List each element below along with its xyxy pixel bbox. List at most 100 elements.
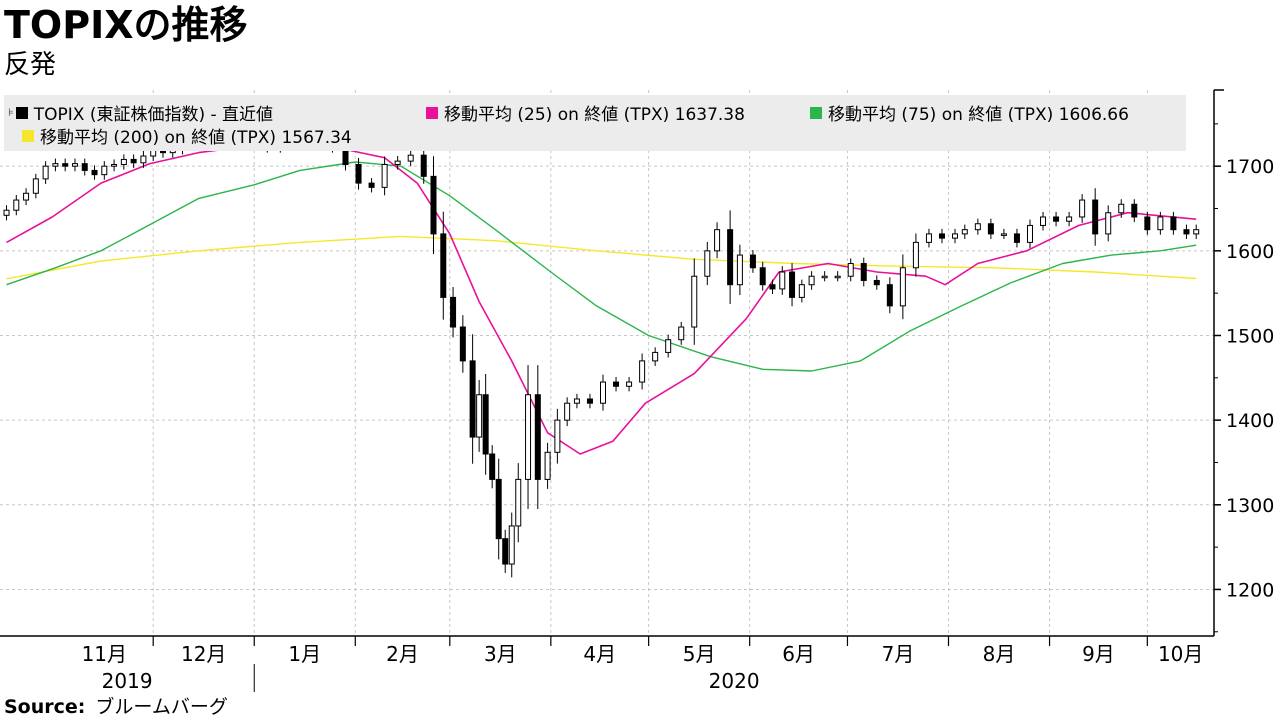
candle <box>1105 205 1112 242</box>
candle <box>1066 211 1073 227</box>
candle <box>564 397 571 427</box>
candle <box>62 158 69 172</box>
candle <box>420 147 427 184</box>
candle <box>1183 224 1190 239</box>
x-month-label: 5月 <box>683 642 716 666</box>
candle-body <box>469 360 476 438</box>
candle <box>1193 224 1200 239</box>
candle <box>111 159 118 172</box>
candle-body <box>52 163 59 167</box>
candle-body <box>834 275 841 279</box>
candle-body <box>111 163 118 167</box>
candle-body <box>847 263 854 277</box>
y-tick-label: 1200 <box>1226 579 1274 601</box>
legend-item-ma200: 移動平均 (200) on 終値 (TPX) 1567.34 <box>22 123 352 148</box>
candle <box>1000 228 1007 239</box>
candle <box>430 156 437 255</box>
candle <box>769 279 776 295</box>
candle <box>450 287 457 338</box>
candle-body <box>564 402 571 421</box>
candle-body <box>23 192 30 201</box>
candle-body <box>450 296 457 328</box>
candle-body <box>482 394 489 455</box>
legend-label-ma75: 移動平均 (75) on 終値 (TPX) 1606.66 <box>828 105 1129 125</box>
candle <box>355 157 362 190</box>
candle-body <box>489 453 496 480</box>
x-year-label: 2020 <box>709 669 760 693</box>
candle <box>586 393 593 409</box>
candle-body <box>899 267 906 307</box>
series-line-ma25 <box>6 140 1197 455</box>
x-month-label: 8月 <box>983 642 1016 666</box>
candle <box>1026 219 1033 249</box>
candle <box>394 156 401 170</box>
candle <box>489 445 496 489</box>
candle-body <box>407 154 414 162</box>
ma200-series <box>6 235 1197 280</box>
legend-swatch-ma75 <box>810 106 822 119</box>
candle-body <box>130 158 137 164</box>
candle <box>1118 199 1125 218</box>
candle-body <box>91 169 98 176</box>
candle <box>952 228 959 244</box>
candle <box>974 218 981 235</box>
candle-body <box>525 394 532 480</box>
candle <box>42 161 49 184</box>
candle <box>847 258 854 282</box>
candle-body <box>81 163 88 171</box>
candle <box>130 154 137 168</box>
candle-body <box>381 163 388 188</box>
candle <box>727 210 734 304</box>
candle-body <box>495 478 502 540</box>
candle <box>1144 211 1151 235</box>
y-tick-label: 1500 <box>1226 325 1274 347</box>
candle <box>678 321 685 345</box>
candle-body <box>1079 199 1086 218</box>
candle-body <box>952 233 959 239</box>
candle-body <box>101 165 108 176</box>
candle <box>91 165 98 180</box>
candle-body <box>759 267 766 286</box>
candle-body <box>873 279 880 286</box>
candle <box>834 271 841 282</box>
candle <box>81 158 88 176</box>
candle-body <box>1000 233 1007 236</box>
candle <box>925 228 932 248</box>
y-tick-label: 1600 <box>1226 241 1274 263</box>
candle <box>3 205 10 221</box>
candle-body <box>1144 216 1151 231</box>
candle-body <box>13 199 20 211</box>
candle-body <box>554 419 561 453</box>
candle <box>860 257 867 287</box>
candle <box>71 158 78 172</box>
source-note: Source: ブルームバーグ <box>4 694 228 720</box>
candle-body <box>749 254 756 269</box>
candle-body <box>639 360 646 383</box>
candle-body <box>1040 216 1047 226</box>
candle <box>502 529 509 573</box>
candle <box>1092 188 1099 246</box>
candle-body <box>534 394 541 480</box>
candle-body <box>652 351 659 362</box>
candle <box>32 173 39 199</box>
candle-body <box>394 160 401 165</box>
candle-body <box>1131 203 1138 218</box>
candle <box>13 194 20 216</box>
candle-body <box>886 284 893 307</box>
candle-body <box>3 209 10 216</box>
x-year-label: 2019 <box>102 669 153 693</box>
candle <box>808 271 815 290</box>
candle-body <box>808 275 815 286</box>
chart-grid <box>0 90 1214 636</box>
candle <box>459 315 466 373</box>
candle <box>749 249 756 273</box>
candle <box>639 353 646 390</box>
candle-body <box>691 275 698 328</box>
candle-body <box>459 326 466 362</box>
candle-body <box>665 339 672 353</box>
candle <box>779 266 786 295</box>
y-tick-label: 1300 <box>1226 495 1274 517</box>
candle-body <box>586 398 593 404</box>
candle-body <box>430 175 437 235</box>
candle-body <box>355 163 362 184</box>
